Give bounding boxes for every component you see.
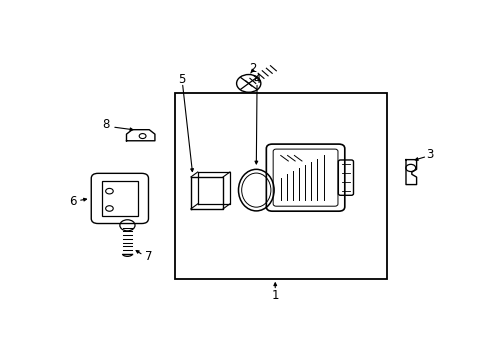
Text: 8: 8 bbox=[102, 118, 109, 131]
Text: 7: 7 bbox=[144, 250, 152, 263]
Text: 6: 6 bbox=[69, 195, 77, 208]
Text: 2: 2 bbox=[249, 62, 257, 75]
Text: 3: 3 bbox=[426, 148, 433, 161]
Text: 5: 5 bbox=[178, 73, 185, 86]
Text: 4: 4 bbox=[253, 73, 260, 86]
Text: 1: 1 bbox=[271, 289, 279, 302]
